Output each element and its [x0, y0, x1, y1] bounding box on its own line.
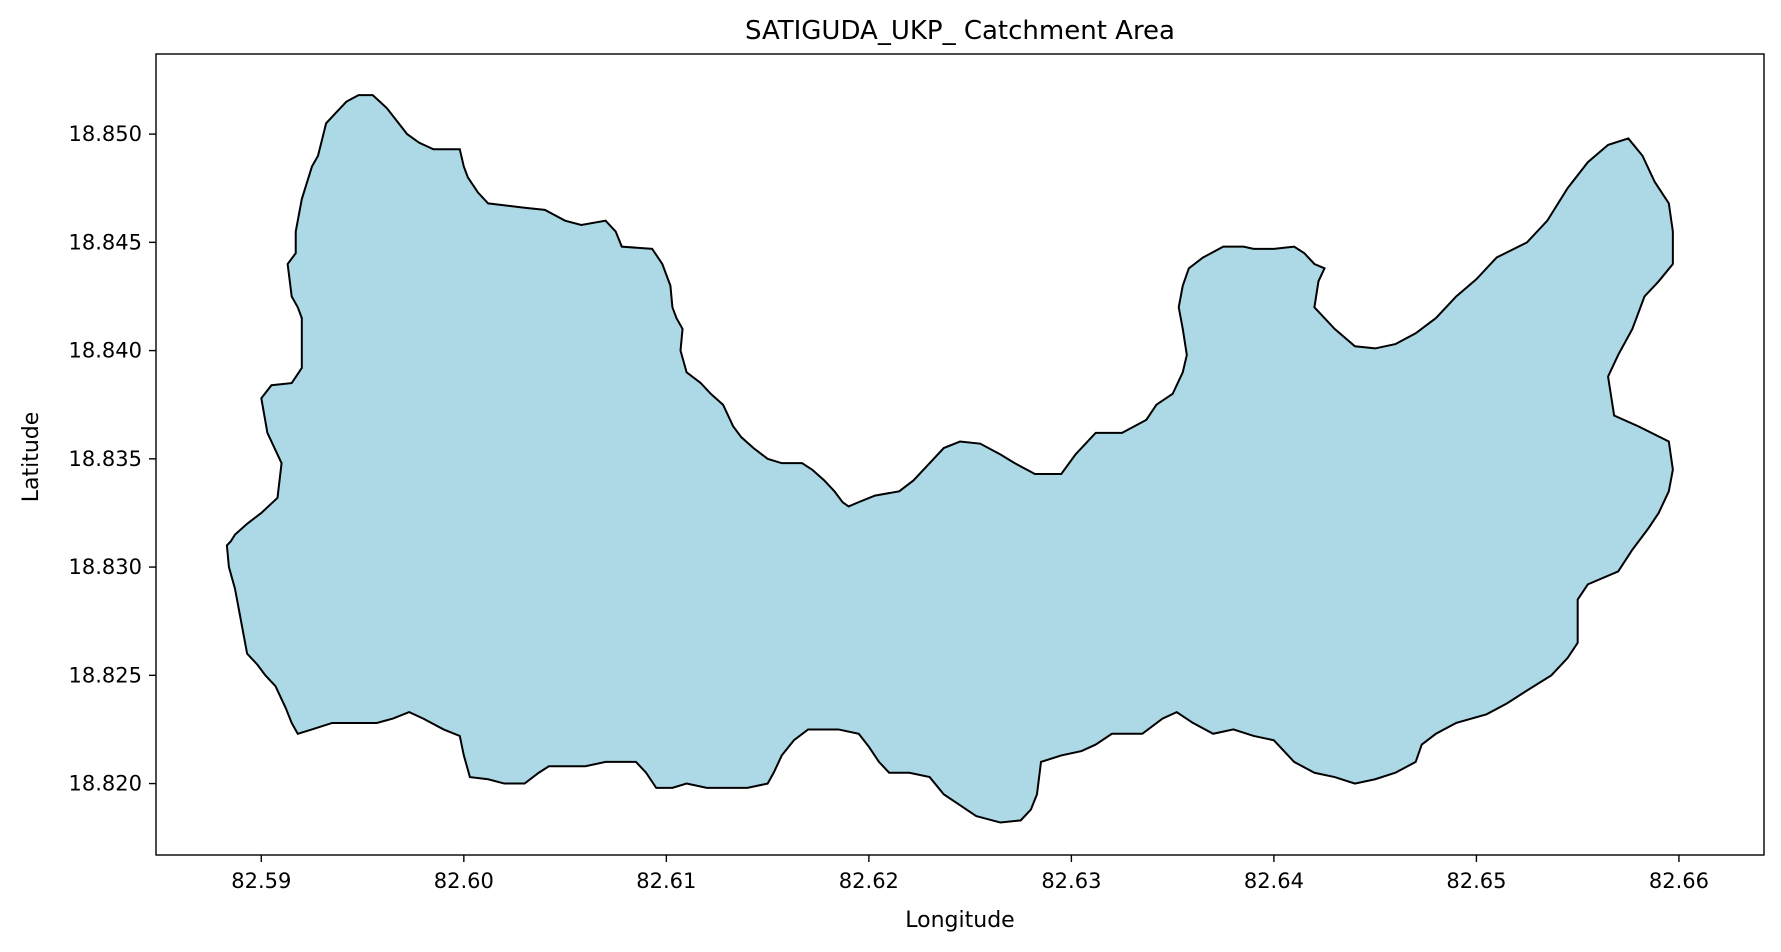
x-axis-label: Longitude: [905, 908, 1014, 933]
y-tick-label: 18.845: [69, 230, 142, 254]
y-axis-ticks: 18.820 18.825 18.830 18.835 18.840 18.845 18.8…: [69, 122, 156, 796]
x-tick-label: 82.63: [1041, 869, 1101, 893]
y-tick-label: 18.840: [69, 339, 142, 363]
x-tick-label: 82.61: [636, 869, 696, 893]
x-tick-label: 82.62: [839, 869, 899, 893]
y-tick-label: 18.850: [69, 122, 142, 146]
y-axis-label: Latitude: [19, 412, 44, 503]
y-tick-label: 18.830: [69, 555, 142, 579]
chart-title: SATIGUDA_UKP_ Catchment Area: [745, 16, 1175, 46]
x-axis-ticks: 82.59 82.60 82.61 82.62 82.63 82.64 82.65 82.66: [231, 855, 1709, 893]
x-tick-label: 82.64: [1244, 869, 1304, 893]
x-tick-label: 82.65: [1446, 869, 1506, 893]
y-tick-label: 18.835: [69, 447, 142, 471]
x-tick-label: 82.60: [434, 869, 494, 893]
plot-area: [155, 53, 1765, 856]
x-tick-label: 82.66: [1649, 869, 1709, 893]
catchment-polygon: [225, 94, 1674, 824]
y-tick-label: 18.825: [69, 663, 142, 687]
axes-frame: [155, 53, 1765, 856]
y-tick-label: 18.820: [69, 772, 142, 796]
x-tick-label: 82.59: [231, 869, 291, 893]
